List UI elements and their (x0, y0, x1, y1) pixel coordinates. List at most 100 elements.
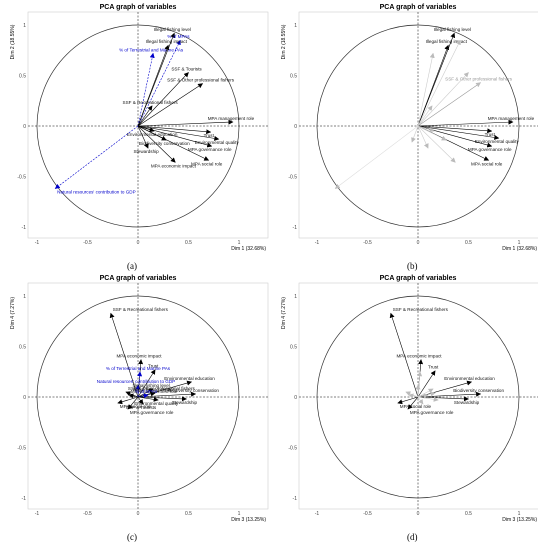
plot-frame (27, 282, 269, 510)
variable-arrow (137, 72, 189, 127)
y-tick-label: -0.5 (17, 445, 26, 451)
variable-label: Illegal fishing level (154, 27, 191, 32)
variable-arrow (417, 393, 429, 399)
variable-arrow (137, 125, 212, 135)
chart-title: PCA graph of variables (100, 275, 177, 282)
variable-label: MPA governance role (468, 147, 512, 152)
variable-arrow (137, 39, 181, 127)
y-tick-label: 0 (23, 395, 26, 401)
variable-arrow (408, 393, 419, 399)
variable-arrow (54, 125, 139, 189)
chart-title: PCA graph of variables (100, 4, 177, 11)
variable-label: MPA social role (191, 161, 223, 166)
y-tick-label: -1 (293, 496, 298, 502)
y-tick-label: 0 (294, 124, 297, 130)
x-tick-label: 0.5 (465, 511, 472, 517)
variable-label: MPA economic impact (151, 163, 197, 168)
variable-arrow (417, 125, 456, 163)
variable-label: Environmental quality (195, 140, 240, 145)
variable-arrow (417, 396, 424, 405)
variable-label: SSF & Tourists (126, 405, 157, 410)
y-tick-label: 0 (294, 395, 297, 401)
x-tick-label: 0 (417, 511, 420, 517)
variable-arrow (417, 39, 461, 127)
pca-panel: PCA graph of variables -1 -0.5 0 0.5 1 -1 -0.5 0… (281, 4, 538, 271)
variable-label: Illegal fishing level (434, 27, 471, 32)
variable-arrow (137, 359, 144, 398)
x-axis-label: Dim 1 (32.68%) (231, 246, 266, 252)
variable-label: SSF & Recreational fishers (113, 307, 169, 312)
variable-arrow (137, 396, 144, 405)
variable-arrow (397, 396, 419, 405)
x-tick-label: 1 (518, 511, 521, 517)
variable-label: Illegal fishing impact (132, 387, 174, 392)
variable-arrow (417, 72, 469, 127)
variable-arrow (137, 388, 154, 398)
variable-label: % of Terrestrial and Marine PAs (106, 366, 171, 371)
variable-arrow (411, 125, 419, 143)
y-tick-label: 1 (294, 23, 297, 29)
pca-panel: PCA graph of variables -1 -0.5 0 0.5 1 -1 -0.5 0… (10, 275, 269, 542)
variable-label: Trust (148, 364, 159, 369)
variable-arrow (417, 125, 429, 149)
variable-label: Illegal fishing level (133, 383, 170, 388)
variable-label: Environmental education (127, 132, 178, 137)
variable-label: Trust (428, 365, 439, 370)
panel-caption: (d) (407, 532, 418, 542)
variable-label: % of Terrestrial and Marine PAs (119, 47, 184, 52)
variable-label: Stewardship (454, 400, 480, 405)
variable-arrow (137, 125, 176, 163)
variable-arrow (137, 44, 170, 127)
variable-label: MPA social role (120, 404, 152, 409)
variable-label: MPA governance role (130, 410, 174, 415)
y-tick-label: 1 (23, 23, 26, 29)
variable-arrow (137, 371, 143, 398)
variable-label: Biodiversity conservation (139, 141, 190, 146)
variable-label: % of MPAs (135, 389, 158, 394)
x-tick-label: 0.5 (185, 511, 192, 517)
x-tick-label: -1 (315, 511, 320, 517)
variable-arrow (417, 370, 436, 398)
x-tick-label: 1 (238, 240, 241, 246)
variable-label: Trust (485, 132, 496, 137)
variable-label: MPA social role (471, 161, 503, 166)
variable-label: Trust (204, 133, 215, 138)
variable-label: Illegal fishing impact (146, 39, 188, 44)
variable-arrow (334, 125, 419, 189)
variable-arrow (117, 396, 139, 405)
variable-arrow (137, 83, 204, 127)
variable-label: MPA management role (488, 116, 535, 121)
variable-arrow (137, 119, 234, 127)
variable-label: MPA management role (131, 389, 178, 394)
variable-label: Environmental quality (134, 401, 179, 406)
variable-arrow (389, 312, 419, 398)
plot-frame (298, 11, 538, 239)
variable-label: SSF & Recreational fishers (123, 100, 179, 105)
variable-arrow (417, 105, 433, 127)
y-axis-label: Dim 4 (7.27%) (281, 297, 287, 329)
variable-arrow (109, 312, 139, 398)
y-tick-label: 0.5 (290, 73, 297, 79)
x-axis-label: Dim 3 (13.25%) (502, 517, 537, 523)
y-tick-label: 0.5 (19, 73, 26, 79)
variable-label: Environmental quality (475, 139, 520, 144)
variable-arrow (417, 52, 435, 127)
variable-arrow (137, 393, 149, 399)
variable-label: MPA management role (208, 116, 255, 121)
x-tick-label: -0.5 (83, 511, 92, 517)
variable-label: Natural resources' contribution to GDP (57, 190, 135, 195)
x-tick-label: -1 (35, 240, 40, 246)
chart-title: PCA graph of variables (380, 4, 457, 11)
variable-label: MPA economic impact (396, 354, 442, 359)
variable-label: Natural resources' contribution to GDP (97, 379, 176, 384)
pca-panel: PCA graph of variables -1 -0.5 0 0.5 1 -1 -0.5 0… (281, 275, 538, 542)
x-tick-label: 0 (137, 240, 140, 246)
variable-arrow (137, 369, 156, 398)
panel-caption: (a) (127, 261, 137, 271)
variable-arrow (407, 396, 419, 410)
y-tick-label: -1 (22, 496, 27, 502)
variable-label: Biodiversity conservation (453, 388, 504, 393)
y-axis-label: Dim 4 (7.27%) (10, 297, 16, 329)
x-tick-label: -0.5 (363, 240, 372, 246)
